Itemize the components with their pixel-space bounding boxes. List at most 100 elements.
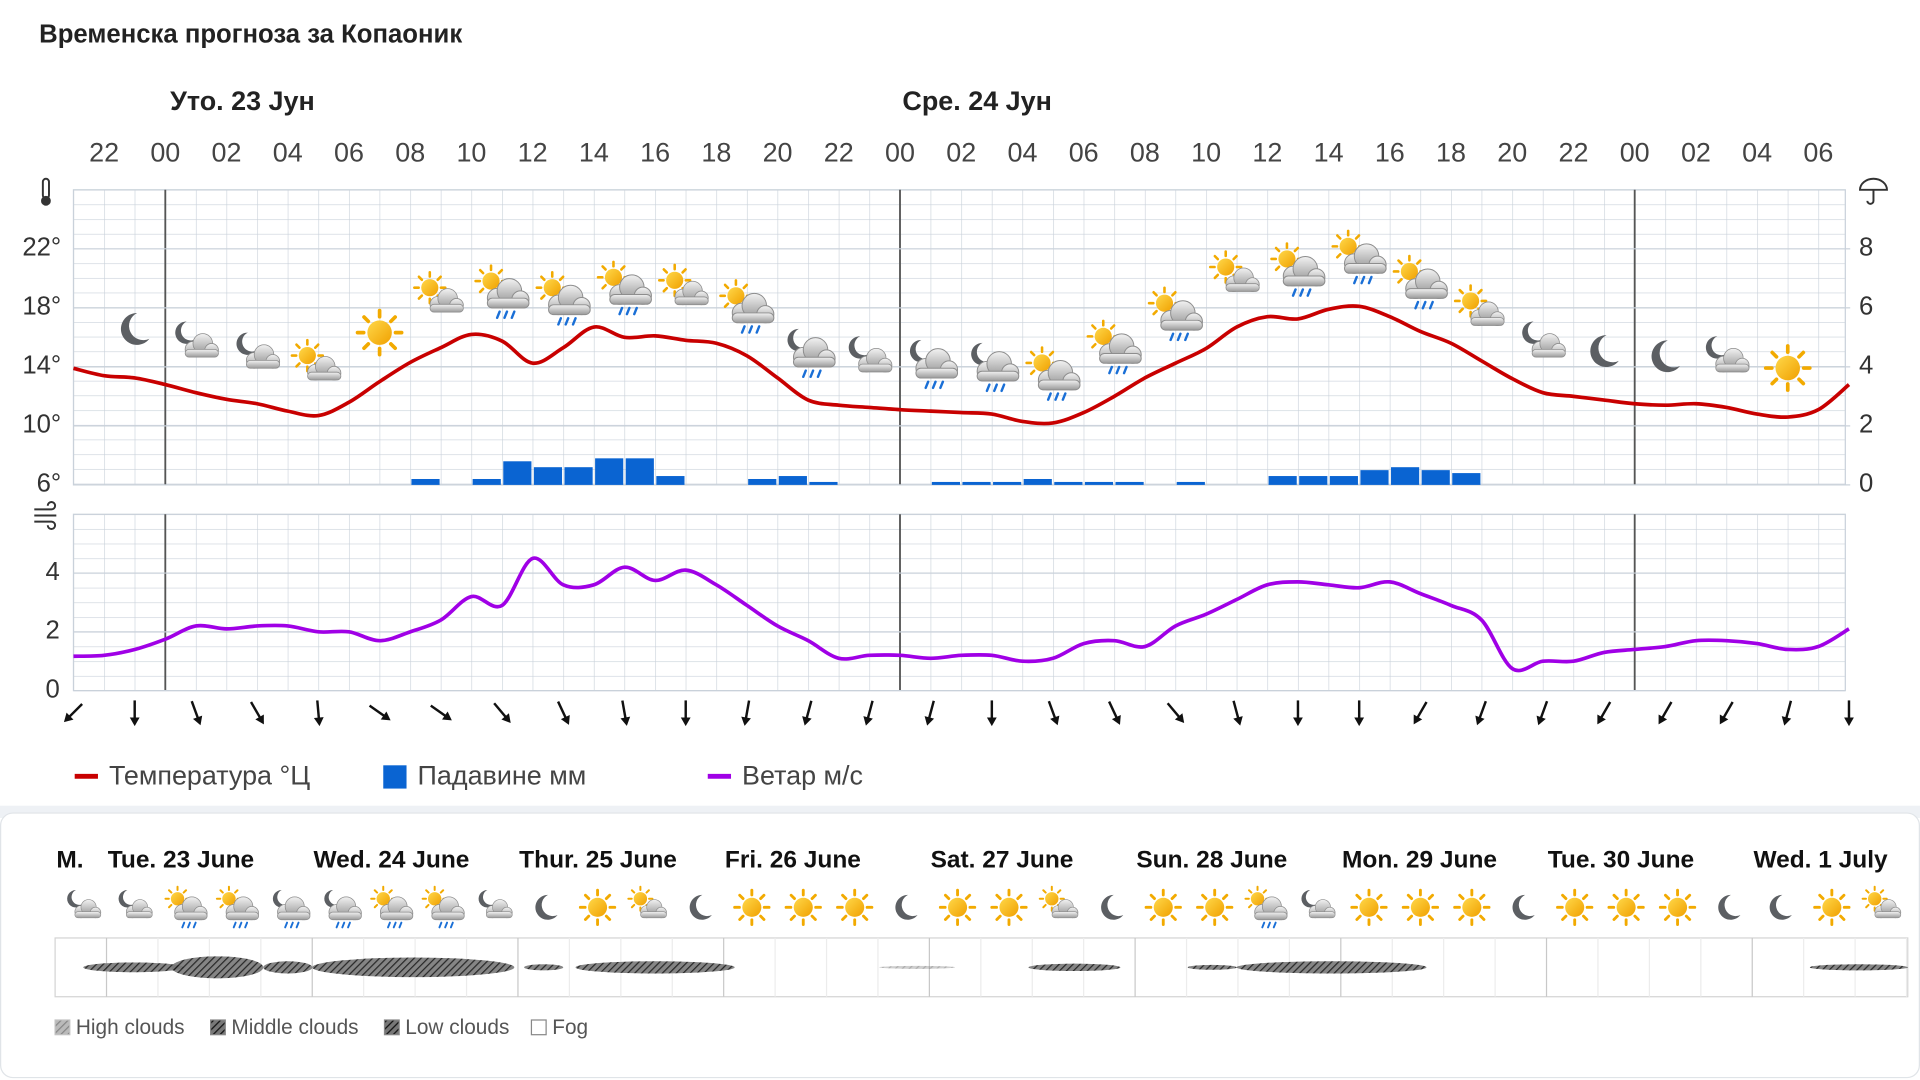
x-tick-label: 20 <box>1497 137 1527 167</box>
wind-arrow <box>493 702 511 723</box>
wind-arrow <box>190 700 203 726</box>
cloud-band <box>879 965 956 969</box>
wind-arrow-head <box>1050 715 1060 726</box>
wind-arrow <box>620 700 631 726</box>
sun-glyph <box>1556 888 1594 926</box>
wind-arrow-head <box>1475 715 1485 726</box>
day-label: Уто. 23 Јун <box>170 86 315 116</box>
wind-arrow-head <box>560 715 570 725</box>
cloud-band <box>263 961 313 974</box>
wind-arrow-head <box>1597 714 1606 725</box>
y-tick-label: 10° <box>22 411 61 439</box>
wind-arrow <box>1413 701 1428 725</box>
wind-arrow-head <box>1413 714 1423 725</box>
wind-arrow-head <box>380 711 391 721</box>
cloud-band <box>171 956 264 979</box>
line <box>73 304 1851 426</box>
wind-arrow <box>802 700 813 726</box>
weather-icon <box>1813 888 1851 926</box>
wind-arrow <box>1293 700 1303 727</box>
wind-arrow <box>741 700 751 726</box>
wind-arrow-head <box>986 717 997 727</box>
x-tick-label: 10 <box>1191 137 1221 167</box>
outlook-day: Mon. 29 June <box>1342 846 1497 873</box>
wind-arrow-head <box>1719 714 1729 725</box>
x-tick-label: 02 <box>1681 137 1711 167</box>
x-tick-label: 00 <box>885 137 915 167</box>
outlook-legend-swatch <box>210 1019 226 1036</box>
wind-arrow <box>430 704 452 721</box>
x-tick-label: 04 <box>1742 137 1772 167</box>
legend-label: Температура °Ц <box>109 761 310 791</box>
cloud-band <box>83 962 184 973</box>
x-tick-label: 04 <box>273 137 303 167</box>
weather-icon <box>1763 344 1812 392</box>
wind-arrow <box>1597 701 1612 725</box>
wind-arrow-head <box>1536 715 1546 726</box>
wind-arrow <box>1536 700 1549 726</box>
wind-arrow-head <box>1293 717 1303 727</box>
weather-icon <box>355 308 404 357</box>
wind-arrow-head <box>1174 713 1185 723</box>
precip-bar <box>809 481 838 485</box>
legend-label: Ветар м/с <box>742 761 863 791</box>
y2-tick-label: 4 <box>1859 352 1873 380</box>
wind-arrow <box>924 700 935 726</box>
wind-arrow-head <box>63 712 74 723</box>
y-tick-label: 14° <box>22 352 61 380</box>
precip-bar <box>931 481 960 485</box>
wind-arrow-head <box>620 716 631 726</box>
outlook-legend-label: Low clouds <box>405 1016 509 1039</box>
y2-tick-label: 8 <box>1859 234 1873 262</box>
cloud-band <box>1028 963 1121 972</box>
wind-arrow <box>1108 701 1121 725</box>
wind-arrow <box>556 701 570 725</box>
wind-arrow-head <box>192 715 203 726</box>
precip-bar <box>656 476 685 485</box>
wind-arrow <box>313 700 324 727</box>
sun-glyph <box>784 888 822 926</box>
weather-icon <box>1607 888 1645 926</box>
wind-arrow <box>1719 701 1734 725</box>
precip-bar <box>778 476 807 485</box>
x-tick-label: 06 <box>1069 137 1099 167</box>
outlook-day: Sat. 27 June <box>931 846 1074 873</box>
precip-bar <box>1421 470 1450 485</box>
x-tick-label: 14 <box>1314 137 1344 167</box>
precip-bar <box>1084 481 1114 485</box>
x-tick-label: 22 <box>824 137 854 167</box>
cloud-band <box>524 964 564 971</box>
sun-glyph <box>1813 888 1851 926</box>
wind-arrow-head <box>863 716 873 726</box>
wind-arrow-head <box>313 717 324 727</box>
y2-tick-label: 0 <box>1859 470 1873 498</box>
x-tick-label: 04 <box>1007 137 1037 167</box>
cloud-band <box>1809 964 1908 971</box>
cloud-band <box>575 961 735 974</box>
wind-arrow-head <box>501 713 511 723</box>
wind-arrow-head <box>1781 716 1792 726</box>
legend-label: Падавине мм <box>418 761 587 791</box>
wind-arrow <box>1781 700 1793 726</box>
precip-bar <box>625 458 654 485</box>
sun-glyph <box>1196 888 1234 926</box>
x-tick-label: 02 <box>946 137 976 167</box>
wind-icon <box>34 501 57 530</box>
weather-icon <box>578 888 617 926</box>
legend-swatch <box>383 765 407 789</box>
wind-arrow <box>680 700 691 727</box>
x-tick-label: 08 <box>1130 137 1160 167</box>
weather-icon <box>938 888 977 926</box>
sun-glyph <box>578 888 617 926</box>
precip-bar <box>533 467 563 485</box>
precip-bar <box>503 461 532 485</box>
outlook-legend-swatch <box>54 1019 71 1036</box>
y-tick-label: 22° <box>22 234 61 262</box>
wind-arrow-head <box>741 716 751 726</box>
precip-bar <box>1360 470 1389 485</box>
weather-icon <box>990 888 1028 926</box>
outlook-day: Wed. 1 July <box>1753 846 1888 873</box>
precip-bar <box>962 481 991 485</box>
wind-plot-grid <box>72 513 1846 692</box>
